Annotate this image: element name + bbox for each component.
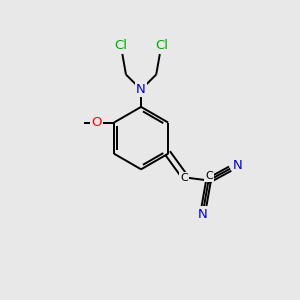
Text: Cl: Cl <box>114 39 128 52</box>
Text: O: O <box>91 116 101 129</box>
Text: Cl: Cl <box>155 39 168 52</box>
Text: C: C <box>180 173 188 183</box>
Text: N: N <box>136 83 146 96</box>
Text: N: N <box>233 159 242 172</box>
Text: N: N <box>198 208 208 220</box>
Text: C: C <box>205 171 213 181</box>
